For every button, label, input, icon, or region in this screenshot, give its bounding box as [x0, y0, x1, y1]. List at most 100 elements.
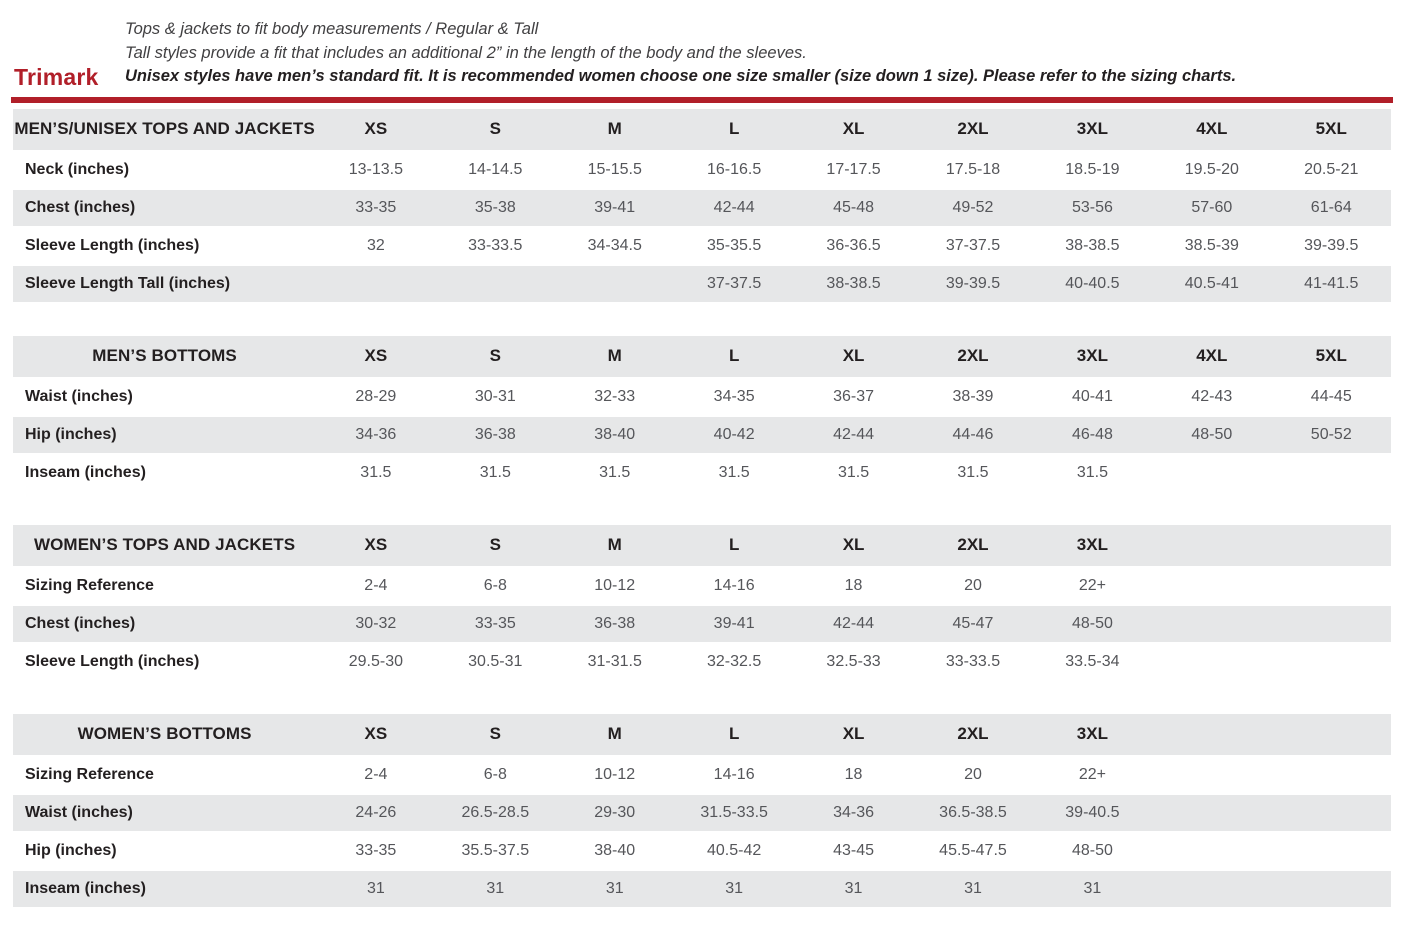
size-value-cell: 2-4 [316, 756, 436, 793]
size-value-cell [1271, 794, 1391, 831]
size-value-cell: 14-16 [674, 567, 794, 604]
size-value-cell: 13-13.5 [316, 151, 436, 188]
size-value-cell: 20.5-21 [1271, 151, 1391, 188]
size-column-header: L [674, 524, 794, 566]
size-value-cell: 40-42 [674, 416, 794, 453]
size-value-cell [1152, 454, 1272, 491]
size-value-cell [1152, 794, 1272, 831]
size-value-cell: 38-38.5 [1032, 227, 1153, 264]
row-label: Sleeve Length Tall (inches) [13, 265, 317, 302]
size-value-cell [1152, 643, 1272, 680]
size-value-cell [1271, 756, 1391, 793]
size-value-cell [1152, 832, 1272, 869]
size-value-cell: 31.5-33.5 [674, 794, 794, 831]
size-value-cell: 43-45 [793, 832, 914, 869]
size-value-cell: 31 [555, 870, 675, 907]
size-column-header: M [555, 524, 675, 566]
size-value-cell: 20 [913, 756, 1033, 793]
size-column-header: 2XL [913, 524, 1033, 566]
size-value-cell: 10-12 [555, 567, 675, 604]
table-row: Chest (inches) 33-35 35-38 39-41 42-44 45-48 4… [13, 189, 1391, 226]
size-value-cell: 29-30 [555, 794, 675, 831]
table-row: Sleeve Length (inches) 29.5-30 30.5-31 31-3… [13, 643, 1391, 680]
size-column-header: 5XL [1271, 108, 1391, 150]
size-value-cell: 33-35 [435, 605, 555, 642]
size-column-header: L [674, 713, 794, 755]
page-header: Trimark Tops & jackets to fit body measu… [0, 0, 1404, 89]
intro-text: Tops & jackets to fit body measurements … [125, 18, 1392, 89]
size-value-cell: 42-43 [1152, 378, 1272, 415]
size-value-cell: 14-16 [674, 756, 794, 793]
size-value-cell: 40.5-42 [674, 832, 794, 869]
size-value-cell: 39-41 [555, 189, 675, 226]
red-divider [11, 96, 1393, 103]
size-value-cell: 22+ [1032, 567, 1153, 604]
size-tables-container: MEN’S/UNISEX TOPS AND JACKETS XS S M L XL 2XL 3… [13, 107, 1391, 909]
size-value-cell: 35-38 [435, 189, 555, 226]
size-value-cell: 29.5-30 [316, 643, 436, 680]
row-label: Inseam (inches) [13, 870, 317, 907]
size-value-cell: 31.5 [555, 454, 675, 491]
size-value-cell: 20 [913, 567, 1033, 604]
size-column-header: M [555, 108, 675, 150]
size-value-cell: 41-41.5 [1271, 265, 1391, 302]
size-value-cell: 18 [793, 756, 914, 793]
size-column-header: L [674, 335, 794, 377]
size-value-cell [1152, 870, 1272, 907]
table-row: Sleeve Length (inches) 32 33-33.5 34-34.5 35… [13, 227, 1391, 264]
size-value-cell [555, 265, 675, 302]
row-label: Chest (inches) [13, 189, 317, 226]
table-header-row: WOMEN’S BOTTOMS XS S M L XL 2XL 3XL [13, 713, 1391, 755]
table-row: Inseam (inches) 31.5 31.5 31.5 31.5 31.5 31.5 3… [13, 454, 1391, 491]
size-table-3: WOMEN’S BOTTOMS XS S M L XL 2XL 3XL Sizing Refer… [13, 712, 1391, 909]
size-column-header [1271, 713, 1391, 755]
size-value-cell: 38-38.5 [793, 265, 914, 302]
size-value-cell [1271, 643, 1391, 680]
size-column-header: M [555, 713, 675, 755]
size-value-cell: 31 [674, 870, 794, 907]
size-value-cell: 31.5 [1032, 454, 1153, 491]
table-row: Waist (inches) 24-26 26.5-28.5 29-30 31.5-33… [13, 794, 1391, 831]
size-value-cell: 39-39.5 [913, 265, 1033, 302]
size-value-cell: 31 [793, 870, 914, 907]
size-value-cell [1271, 605, 1391, 642]
size-column-header: 5XL [1271, 335, 1391, 377]
size-value-cell: 42-44 [674, 189, 794, 226]
size-value-cell: 32 [316, 227, 436, 264]
size-value-cell: 38-40 [555, 416, 675, 453]
size-column-header: XL [793, 524, 914, 566]
size-value-cell: 16-16.5 [674, 151, 794, 188]
table-row: Hip (inches) 33-35 35.5-37.5 38-40 40.5-42 43… [13, 832, 1391, 869]
size-value-cell: 45.5-47.5 [913, 832, 1033, 869]
table-header-row: MEN’S BOTTOMS XS S M L XL 2XL 3XL 4XL 5XL [13, 335, 1391, 377]
size-column-header: 4XL [1152, 108, 1272, 150]
size-value-cell: 31.5 [316, 454, 436, 491]
size-value-cell: 18 [793, 567, 914, 604]
size-column-header: 3XL [1032, 108, 1153, 150]
size-value-cell: 45-47 [913, 605, 1033, 642]
size-column-header: XL [793, 713, 914, 755]
size-column-header: XS [316, 335, 436, 377]
size-column-header: S [435, 335, 555, 377]
size-value-cell: 10-12 [555, 756, 675, 793]
row-label: Waist (inches) [13, 794, 317, 831]
size-value-cell: 34-34.5 [555, 227, 675, 264]
size-value-cell: 37-37.5 [913, 227, 1033, 264]
size-value-cell: 50-52 [1271, 416, 1391, 453]
brand-logo: Trimark [14, 63, 99, 90]
size-column-header: XS [316, 713, 436, 755]
table-row: Hip (inches) 34-36 36-38 38-40 40-42 42-44 44-… [13, 416, 1391, 453]
size-column-header: 3XL [1032, 524, 1153, 566]
intro-line-3: Unisex styles have men’s standard fit. I… [125, 67, 1237, 85]
size-value-cell: 22+ [1032, 756, 1153, 793]
table-title: WOMEN’S TOPS AND JACKETS [13, 524, 317, 566]
size-value-cell: 32.5-33 [793, 643, 914, 680]
size-value-cell: 17.5-18 [913, 151, 1033, 188]
size-column-header [1271, 524, 1391, 566]
table-row: Sizing Reference 2-4 6-8 10-12 14-16 18 20 22+ [13, 567, 1391, 604]
size-value-cell: 33-33.5 [913, 643, 1033, 680]
size-value-cell: 31.5 [913, 454, 1033, 491]
size-value-cell: 31 [913, 870, 1033, 907]
size-value-cell: 44-46 [913, 416, 1033, 453]
row-label: Sizing Reference [13, 567, 317, 604]
